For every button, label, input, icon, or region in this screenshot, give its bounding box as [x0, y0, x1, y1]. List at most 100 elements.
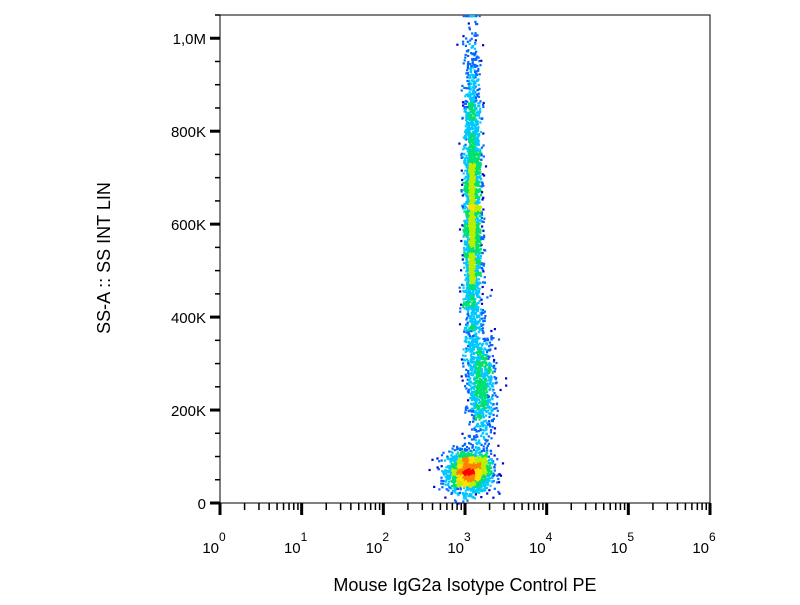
data-point	[476, 380, 479, 383]
data-point	[474, 166, 477, 169]
data-point	[470, 399, 474, 402]
data-point	[477, 451, 480, 454]
data-point	[451, 492, 454, 495]
data-point	[467, 370, 470, 373]
data-point	[462, 207, 465, 210]
data-point	[442, 451, 445, 454]
data-point	[474, 329, 477, 332]
data-point	[479, 282, 482, 285]
data-point	[479, 317, 482, 320]
data-point	[461, 475, 464, 479]
data-point	[473, 74, 476, 77]
data-point	[480, 313, 483, 316]
data-point	[449, 458, 452, 461]
data-point	[472, 131, 475, 134]
data-point	[469, 449, 472, 452]
data-point	[465, 289, 468, 292]
data-point	[472, 365, 475, 368]
data-point	[482, 387, 485, 390]
data-point	[477, 263, 480, 266]
data-point	[464, 473, 467, 476]
data-point	[471, 207, 474, 210]
data-point	[467, 331, 470, 334]
data-point	[451, 464, 454, 467]
data-point	[474, 291, 477, 294]
data-point	[470, 372, 473, 375]
data-point	[476, 73, 479, 76]
data-point	[476, 264, 479, 268]
data-point	[456, 479, 459, 482]
data-point	[477, 95, 481, 98]
data-point	[468, 241, 471, 244]
data-point	[469, 163, 473, 166]
data-point	[480, 243, 483, 246]
data-point	[469, 204, 472, 207]
data-point	[479, 462, 482, 465]
data-point	[438, 460, 441, 463]
data-point	[488, 389, 491, 392]
data-point	[468, 327, 471, 330]
data-point	[467, 135, 470, 138]
data-point	[471, 367, 474, 370]
data-point	[465, 456, 468, 459]
data-point	[479, 469, 482, 472]
data-point	[479, 484, 482, 487]
data-point	[437, 468, 440, 471]
data-point	[495, 414, 499, 417]
data-point	[449, 465, 452, 468]
data-point	[474, 334, 477, 337]
data-point	[474, 244, 477, 247]
data-point	[448, 450, 451, 453]
data-point	[485, 428, 488, 431]
data-point	[483, 465, 486, 468]
data-point	[462, 474, 465, 477]
data-point	[466, 50, 469, 53]
data-point	[471, 337, 474, 340]
data-point	[467, 478, 470, 481]
data-point	[476, 95, 479, 98]
data-point	[505, 384, 508, 387]
data-point	[468, 128, 471, 131]
data-point	[479, 64, 482, 67]
data-point	[483, 376, 486, 380]
data-point	[467, 215, 470, 218]
data-point	[474, 411, 477, 414]
data-point	[467, 464, 470, 467]
data-point	[467, 286, 470, 289]
data-point	[474, 454, 477, 458]
data-point	[468, 42, 471, 45]
data-point	[462, 497, 465, 500]
data-point	[469, 368, 473, 372]
data-point	[475, 246, 478, 249]
data-point	[475, 175, 478, 178]
data-point	[462, 304, 465, 307]
data-point	[472, 407, 475, 410]
data-point	[479, 261, 482, 264]
data-point	[474, 470, 478, 473]
data-point	[469, 359, 472, 362]
data-point	[463, 233, 466, 236]
data-point	[470, 463, 473, 467]
data-point	[462, 235, 465, 238]
data-point	[465, 340, 468, 344]
data-point	[462, 35, 465, 38]
data-point	[473, 325, 476, 329]
data-point	[464, 336, 467, 339]
data-point	[474, 80, 477, 83]
data-point	[490, 337, 493, 340]
data-point	[483, 281, 486, 284]
data-point	[471, 122, 474, 125]
data-point	[472, 352, 475, 355]
data-point	[468, 85, 471, 88]
data-point	[473, 193, 476, 196]
data-point	[468, 317, 472, 320]
data-point	[470, 428, 474, 431]
data-point	[456, 463, 459, 466]
data-point	[467, 73, 470, 77]
data-point	[463, 102, 466, 105]
data-point	[478, 378, 481, 381]
data-point	[460, 154, 463, 157]
data-point	[483, 454, 486, 457]
data-point	[471, 308, 474, 311]
